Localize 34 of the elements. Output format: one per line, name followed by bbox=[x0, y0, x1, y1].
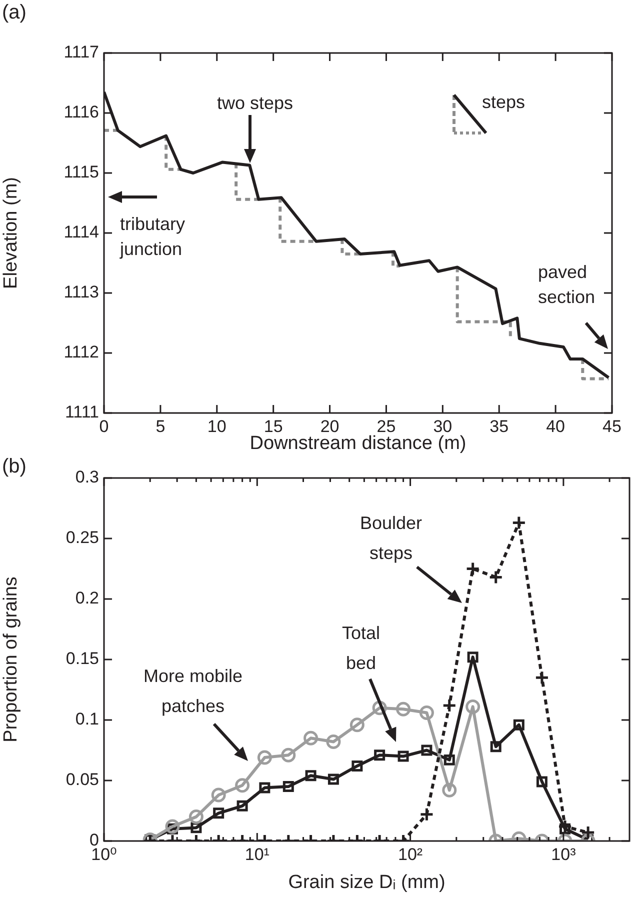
y-tick-label: 0.3 bbox=[75, 468, 99, 487]
x-tick-label: 10⁰ bbox=[91, 844, 118, 864]
x-tick-label: 10³ bbox=[551, 844, 576, 864]
annotation: Boulder steps bbox=[360, 512, 422, 563]
y-tick-label: 1114 bbox=[64, 222, 99, 242]
x-tick-label: 5 bbox=[156, 416, 166, 436]
x-tick-label: 35 bbox=[490, 416, 509, 436]
y-tick-label: 1113 bbox=[64, 282, 99, 302]
x-tick-label: 10 bbox=[207, 416, 226, 436]
annotation: Total bed bbox=[342, 622, 380, 673]
x-tick-label: 10² bbox=[398, 844, 423, 864]
annotation: paved section bbox=[538, 262, 596, 307]
x-tick-label: 45 bbox=[602, 416, 622, 436]
chart-title: (b) bbox=[2, 456, 26, 478]
y-tick-label: 0.25 bbox=[66, 528, 99, 548]
y-axis-title: Elevation (m) bbox=[0, 177, 22, 289]
y-tick-label: 0.15 bbox=[66, 649, 99, 668]
chart-title: (a) bbox=[2, 2, 26, 24]
y-tick-label: 1115 bbox=[64, 162, 99, 182]
x-axis-title: Grain size Dᵢ (mm) bbox=[288, 872, 446, 893]
y-tick-label: 0.1 bbox=[75, 710, 99, 729]
x-tick-label: 40 bbox=[546, 416, 566, 436]
y-tick-label: 0.05 bbox=[66, 770, 99, 790]
y-tick-label: 1111 bbox=[64, 402, 99, 422]
annotation: steps bbox=[482, 92, 526, 112]
y-tick-label: 1112 bbox=[64, 342, 99, 362]
annotation: tributary junction bbox=[119, 214, 186, 259]
y-axis-title: Proportion of grains bbox=[0, 576, 22, 742]
y-tick-label: 1117 bbox=[64, 42, 99, 62]
annotation: two steps bbox=[216, 92, 294, 113]
x-tick-label: 10¹ bbox=[244, 844, 270, 864]
annotation: More mobile patches bbox=[143, 666, 243, 716]
y-tick-label: 0.2 bbox=[75, 588, 99, 608]
y-tick-label: 1116 bbox=[64, 102, 99, 122]
